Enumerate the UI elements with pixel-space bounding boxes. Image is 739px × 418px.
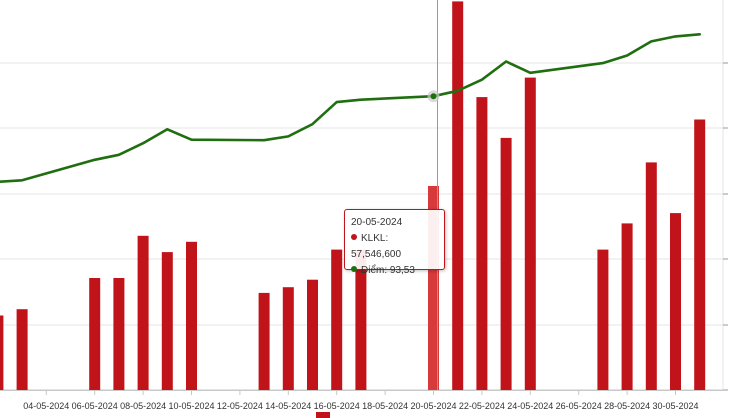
volume-bar	[307, 279, 318, 390]
x-tick-label: 20-05-2024	[410, 401, 456, 411]
x-tick-label: 16-05-2024	[314, 401, 360, 411]
volume-bar	[0, 315, 4, 390]
x-tick-label: 24-05-2024	[507, 401, 553, 411]
index-line	[0, 32, 702, 183]
volume-bar	[331, 249, 343, 390]
x-tick-label: 26-05-2024	[556, 401, 602, 411]
tooltip-row-diem: Điểm: 93,53	[351, 263, 438, 279]
volume-bar	[16, 309, 28, 390]
volume-bar	[137, 235, 149, 390]
tooltip-diem: Điểm: 93,53	[361, 265, 415, 276]
x-tick-label: 18-05-2024	[362, 401, 408, 411]
x-tick-label: 14-05-2024	[265, 401, 311, 411]
volume-bar	[670, 213, 681, 390]
volume-bar	[500, 137, 512, 390]
diem-dot-icon	[351, 266, 357, 273]
volume-bar	[428, 186, 439, 390]
volume-bar	[524, 77, 536, 390]
volume-bar	[597, 249, 609, 390]
x-tick-label: 22-05-2024	[459, 401, 505, 411]
volume-bar	[113, 278, 125, 390]
tooltip-klkl: KLKL: 57,546,600	[351, 233, 402, 260]
tooltip-row-klkl: KLKL: 57,546,600	[351, 231, 438, 263]
volume-bar	[621, 223, 633, 390]
x-tick-label: 12-05-2024	[217, 401, 263, 411]
volume-bar	[161, 252, 173, 390]
x-axis: 04-05-2024 06-05-2024 08-05-2024 10-05-2024…	[0, 390, 723, 411]
klkl-dot-icon	[351, 234, 357, 241]
x-tick-label: 28-05-2024	[604, 401, 650, 411]
volume-bar	[282, 287, 294, 390]
tooltip-date: 20-05-2024	[351, 217, 403, 228]
x-tick-label: 04-05-2024	[23, 401, 69, 411]
right-axis-ticks	[723, 62, 728, 391]
volume-bar	[355, 249, 367, 390]
x-tick-label: 08-05-2024	[120, 401, 166, 411]
legend-klkl-swatch[interactable]	[316, 412, 330, 418]
volume-bar	[694, 119, 706, 390]
volume-bar	[89, 278, 101, 390]
data-tooltip: 20-05-2024 KLKL: 57,546,600 Điểm: 93,53	[344, 209, 445, 276]
index-line-path	[0, 32, 702, 183]
volume-bar	[186, 241, 197, 390]
volume-bar	[476, 97, 488, 390]
x-tick-label: 10-05-2024	[168, 401, 214, 411]
x-tick-label: 06-05-2024	[72, 401, 118, 411]
volume-bars	[0, 1, 706, 391]
volume-bar	[645, 162, 657, 390]
x-tick-label: 30-05-2024	[652, 401, 698, 411]
volume-bar	[258, 292, 270, 390]
hover-point	[430, 93, 437, 100]
volume-bar	[452, 1, 464, 391]
